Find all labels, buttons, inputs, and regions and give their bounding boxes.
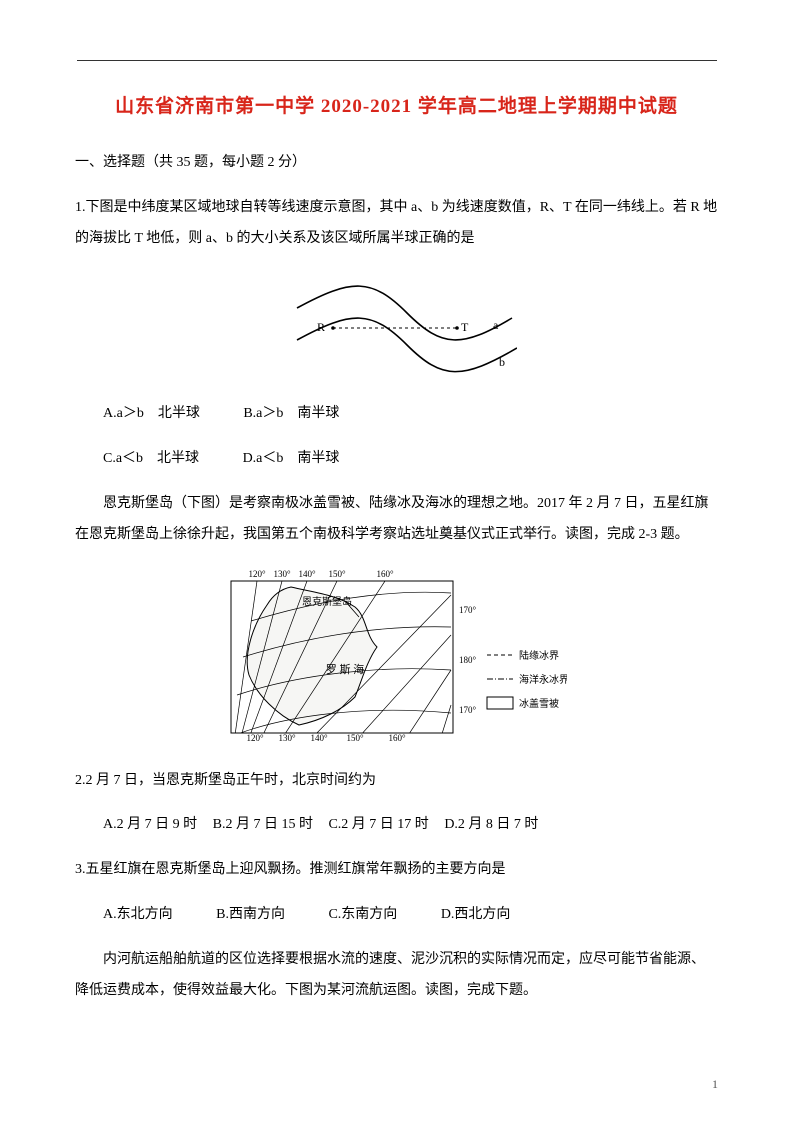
svg-text:b: b	[499, 355, 505, 369]
svg-text:120°: 120°	[246, 733, 264, 743]
page-number: 1	[712, 1077, 718, 1092]
q1-figure: R Ta b	[75, 268, 718, 383]
q23-svg: 120° 130° 140° 150° 160° 120° 130° 140° 150° 160°…	[227, 565, 567, 745]
q3-optA: A.东北方向	[103, 900, 173, 931]
svg-text:R: R	[316, 320, 324, 334]
q2-optC: C.2 月 7 日 17 时	[328, 810, 428, 841]
intro-2-3: 恩克斯堡岛（下图）是考察南极冰盖雪被、陆缘冰及海冰的理想之地。2017 年 2 …	[75, 489, 718, 551]
q2-optD: D.2 月 8 日 7 时	[444, 810, 538, 841]
svg-text:160°: 160°	[388, 733, 406, 743]
q1-stem: 1.下图是中纬度某区域地球自转等线速度示意图，其中 a、b 为线速度数值，R、T…	[75, 193, 718, 255]
q23-figure: 120° 130° 140° 150° 160° 120° 130° 140° 150° 160°…	[75, 565, 718, 750]
q3-optC: C.东南方向	[328, 900, 397, 931]
svg-text:130°: 130°	[273, 569, 291, 579]
svg-text:海洋永冰界: 海洋永冰界	[519, 673, 567, 686]
svg-text:150°: 150°	[346, 733, 364, 743]
svg-text:140°: 140°	[298, 569, 316, 579]
section-heading: 一、选择题（共 35 题，每小题 2 分）	[75, 148, 718, 179]
svg-text:罗 斯 海: 罗 斯 海	[325, 662, 364, 676]
q3-optD: D.西北方向	[441, 900, 511, 931]
q3-stem: 3.五星红旗在恩克斯堡岛上迎风飘扬。推测红旗常年飘扬的主要方向是	[75, 855, 718, 886]
q1-optC: C.a＜b 北半球	[103, 444, 199, 475]
q1-svg: R Ta b	[277, 268, 517, 378]
svg-text:120°: 120°	[248, 569, 266, 579]
q1-optB: B.a＞b 南半球	[243, 399, 339, 430]
svg-text:160°: 160°	[376, 569, 394, 579]
q3-optB: B.西南方向	[216, 900, 285, 931]
svg-text:150°: 150°	[328, 569, 346, 579]
q1-options-row2: C.a＜b 北半球 D.a＜b 南半球	[75, 444, 718, 475]
svg-text:170°: 170°	[459, 605, 477, 615]
svg-text:冰盖雪被: 冰盖雪被	[519, 697, 559, 710]
svg-text:180°: 180°	[459, 655, 477, 665]
svg-text:140°: 140°	[310, 733, 328, 743]
svg-text:陆缘冰界: 陆缘冰界	[519, 649, 559, 662]
q2-optA: A.2 月 7 日 9 时	[103, 810, 197, 841]
intro-4: 内河航运船舶航道的区位选择要根据水流的速度、泥沙沉积的实际情况而定，应尽可能节省…	[75, 945, 718, 1007]
q3-options: A.东北方向 B.西南方向 C.东南方向 D.西北方向	[75, 900, 718, 931]
q1-options-row1: A.a＞b 北半球 B.a＞b 南半球	[75, 399, 718, 430]
q2-optB: B.2 月 7 日 15 时	[213, 810, 313, 841]
q2-stem: 2.2 月 7 日，当恩克斯堡岛正午时，北京时间约为	[75, 766, 718, 797]
svg-text:130°: 130°	[278, 733, 296, 743]
page-title: 山东省济南市第一中学 2020-2021 学年高二地理上学期期中试题	[75, 91, 718, 118]
q1-optD: D.a＜b 南半球	[243, 444, 340, 475]
svg-text:恩克斯堡岛: 恩克斯堡岛	[302, 595, 352, 608]
svg-text:T: T	[461, 320, 469, 334]
svg-text:170°: 170°	[459, 705, 477, 715]
svg-text:a: a	[493, 318, 499, 332]
q1-optA: A.a＞b 北半球	[103, 399, 200, 430]
q2-options: A.2 月 7 日 9 时 B.2 月 7 日 15 时 C.2 月 7 日 1…	[75, 810, 718, 841]
header-rule	[77, 60, 717, 61]
